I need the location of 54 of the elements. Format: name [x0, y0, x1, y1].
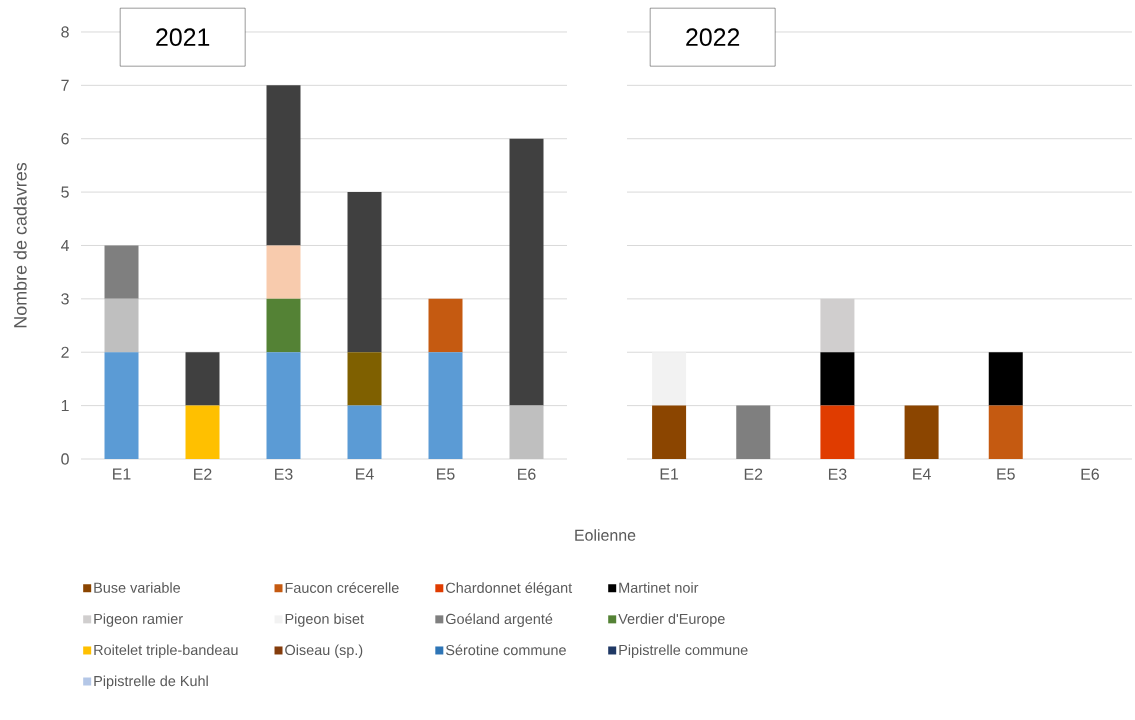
- x-tick-label: E2: [194, 468, 212, 480]
- x-tick-label: E1: [113, 468, 131, 480]
- legend-label: Pigeon biset: [285, 613, 364, 627]
- x-tick-label: E5: [437, 468, 455, 480]
- legend-label: Buse variable: [94, 582, 181, 593]
- y-tick-label: 7: [61, 79, 69, 91]
- legend-label: Martinet noir: [619, 582, 699, 593]
- y-tick-label: 1: [61, 400, 69, 412]
- legend-label: Sérotine commune: [445, 644, 566, 656]
- y-tick-label: 6: [61, 133, 69, 145]
- y-tick-label: 8: [61, 26, 69, 38]
- bar: [266, 298, 301, 353]
- bar: [266, 85, 301, 246]
- x-tick-label: E4: [913, 468, 931, 480]
- legend-label: Faucon crécerelle: [285, 582, 399, 593]
- bar: [266, 352, 301, 459]
- x-tick-label: E3: [828, 468, 847, 480]
- x-tick-label: E6: [518, 468, 536, 480]
- bar: [185, 352, 220, 406]
- y-tick-label: 0: [61, 453, 69, 465]
- x-tick-label: E6: [1081, 468, 1099, 480]
- x-tick-label: E4: [356, 468, 374, 480]
- bar: [104, 352, 139, 459]
- bar: [104, 298, 139, 353]
- bar: [104, 245, 139, 299]
- y-axis-title: Nombre de cadavres: [13, 162, 27, 328]
- x-axis-title: Eolienne: [575, 529, 636, 541]
- y-tick-label: 2: [61, 346, 69, 358]
- legend-label: Chardonnet élégant: [446, 582, 573, 596]
- y-tick-label: 3: [61, 293, 69, 305]
- x-tick-label: E2: [744, 468, 763, 480]
- legend-label: Verdier d'Europe: [618, 613, 725, 627]
- legend-label: Pipistrelle de Kuhl: [94, 675, 208, 689]
- chart-title: 2022: [686, 28, 740, 47]
- legend-label: Pipistrelle commune: [619, 644, 748, 658]
- y-tick-label: 5: [61, 186, 69, 198]
- bar: [509, 138, 544, 406]
- bar: [347, 192, 382, 353]
- x-tick-label: E3: [275, 468, 293, 480]
- y-tick-label: 4: [60, 240, 70, 251]
- x-tick-label: E5: [997, 468, 1015, 480]
- x-tick-label: E1: [660, 468, 679, 480]
- bar: [185, 405, 220, 459]
- bar: [428, 352, 463, 459]
- bar: [347, 405, 382, 459]
- bar: [428, 298, 463, 353]
- legend-label: Goéland argenté: [446, 613, 553, 627]
- chart-title: 2021: [156, 28, 210, 46]
- legend-label: Pigeon ramier: [94, 613, 183, 627]
- bar: [266, 245, 301, 299]
- bar: [509, 405, 544, 459]
- bar: [347, 352, 382, 406]
- legend-label: Roitelet triple-bandeau: [94, 644, 238, 658]
- legend-label: Oiseau (sp.): [285, 644, 363, 658]
